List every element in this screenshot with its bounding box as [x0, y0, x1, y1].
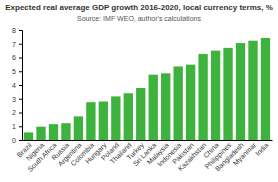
- y-axis: 0 1 2 3 4 5 6 7 8: [12, 27, 22, 144]
- y-axis-line: [19, 31, 23, 141]
- y-tick-mark: [19, 99, 22, 100]
- y-tick: 8: [12, 27, 22, 34]
- bar: [124, 93, 133, 140]
- y-tick-mark: [19, 58, 22, 59]
- y-tick-mark: [19, 71, 22, 72]
- x-axis-line: [23, 140, 273, 141]
- plot: 0 1 2 3 4 5 6 7 8 BrazilNigeriaSouth AfricaRussia…: [12, 27, 272, 173]
- subtitle: Source: IMF WEO, author's calculations: [77, 15, 201, 22]
- bar: [236, 43, 245, 140]
- bar: [161, 73, 170, 140]
- bar: [173, 66, 182, 140]
- bar: [261, 38, 270, 140]
- y-tick-label: 3: [12, 95, 16, 102]
- y-tick-mark: [19, 126, 22, 127]
- y-tick: 1: [12, 123, 22, 130]
- y-tick-mark: [19, 113, 22, 114]
- bar: [24, 132, 33, 140]
- bar: [136, 88, 145, 140]
- x-tick-label: Myanmar: [232, 141, 259, 168]
- y-tick-label: 0: [12, 137, 16, 144]
- chart: Expected real average GDP growth 2016-20…: [0, 0, 278, 182]
- bar: [99, 102, 108, 141]
- bar: [149, 75, 158, 140]
- y-tick-label: 6: [12, 54, 16, 61]
- bar: [248, 41, 257, 140]
- x-tick-label: Kazakhstan: [177, 141, 208, 172]
- bar: [74, 116, 83, 140]
- y-tick: 7: [12, 40, 22, 47]
- y-tick-mark: [19, 44, 22, 45]
- title: Expected real average GDP growth 2016-20…: [5, 3, 273, 12]
- y-tick-label: 2: [12, 109, 16, 116]
- y-tick-mark: [19, 30, 22, 31]
- y-tick: 0: [12, 137, 22, 144]
- y-tick: 4: [12, 82, 22, 89]
- y-tick-mark: [19, 140, 22, 141]
- y-tick-label: 7: [12, 40, 16, 47]
- bar: [49, 124, 58, 140]
- bar: [211, 51, 220, 140]
- bar: [111, 96, 120, 140]
- y-tick: 2: [12, 109, 22, 116]
- y-tick: 6: [12, 54, 22, 61]
- y-tick: 5: [12, 68, 22, 75]
- bar: [223, 48, 232, 140]
- bars: [24, 38, 270, 140]
- y-tick-mark: [19, 85, 22, 86]
- x-tick: Kazakhstan: [177, 141, 208, 172]
- bar: [36, 127, 45, 140]
- x-tick: India: [254, 141, 270, 157]
- x-tick: Myanmar: [232, 141, 259, 168]
- bar: [186, 65, 195, 140]
- y-tick-label: 1: [12, 123, 16, 130]
- y-tick-label: 8: [12, 27, 16, 34]
- y-tick-label: 4: [12, 82, 16, 89]
- bar: [86, 102, 95, 140]
- y-tick: 3: [12, 95, 22, 102]
- x-axis: BrazilNigeriaSouth AfricaRussiaArgentina…: [16, 141, 273, 174]
- bar: [198, 54, 207, 140]
- x-tick-label: India: [254, 141, 270, 157]
- y-tick-label: 5: [12, 68, 16, 75]
- bar: [61, 123, 70, 140]
